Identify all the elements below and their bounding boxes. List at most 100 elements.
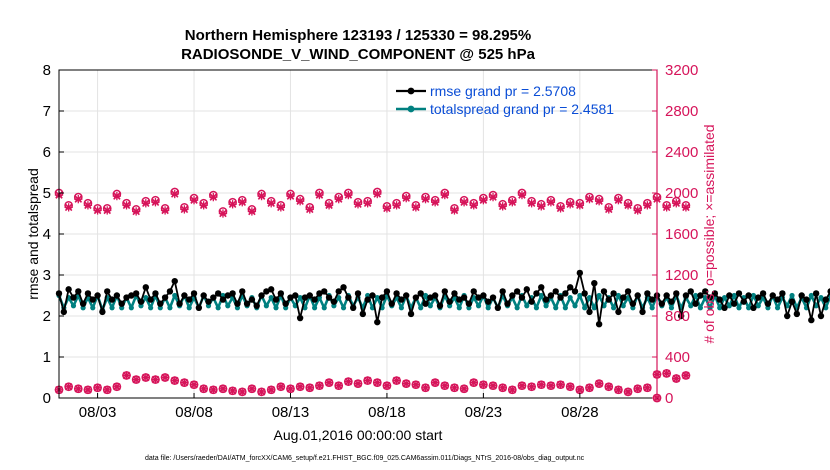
obs-assimilated-point: [141, 199, 150, 208]
series-point: [70, 294, 77, 301]
obs-assimilated-point: [74, 384, 83, 393]
x-tick-label: 08/08: [175, 404, 213, 421]
series-point: [161, 294, 169, 301]
series-point: [253, 302, 260, 309]
series-point: [465, 300, 473, 307]
series-point: [128, 292, 135, 299]
series-point: [335, 288, 342, 295]
series-point: [118, 300, 125, 307]
obs-assimilated-point: [286, 191, 295, 201]
series-point: [268, 294, 274, 301]
obs-assimilated-point: [517, 381, 527, 390]
obs-assimilated-point: [189, 380, 199, 389]
grid: [59, 70, 657, 398]
series-point: [219, 296, 227, 303]
series-point: [195, 304, 203, 311]
obs-assimilated-point: [392, 201, 401, 210]
series-point: [577, 292, 583, 299]
series-point: [648, 296, 656, 303]
obs-assimilated-point: [498, 383, 507, 392]
series-point: [282, 300, 289, 307]
obs-assimilated-point: [334, 381, 343, 390]
obs-assimilated-point: [382, 204, 392, 213]
obs-assimilated-point: [662, 203, 671, 212]
series-point: [706, 294, 714, 301]
obs-assimilated-point: [267, 385, 276, 394]
series-point: [543, 303, 549, 309]
y-left-tick-label: 1: [43, 349, 51, 366]
series-point: [538, 284, 545, 291]
obs-assimilated-point: [623, 387, 633, 397]
series-point: [591, 280, 598, 287]
series-point: [557, 294, 564, 301]
obs-assimilated-point: [643, 383, 652, 392]
obs-assimilated-point: [643, 201, 652, 210]
series-point: [325, 294, 333, 301]
series-point: [359, 310, 367, 318]
series-point: [764, 300, 772, 307]
obs-assimilated-point: [64, 382, 73, 391]
series-point: [374, 318, 381, 326]
obs-count-series: [54, 187, 691, 403]
series-point: [663, 292, 670, 299]
series-point: [697, 305, 704, 311]
obs-assimilated-point: [64, 203, 73, 212]
y-axis-left-label: rmse and totalspread: [25, 168, 41, 300]
series-point: [726, 292, 733, 299]
obs-assimilated-point: [180, 205, 189, 214]
series-point: [225, 303, 231, 309]
series-point: [789, 292, 795, 299]
obs-assimilated-point: [546, 198, 556, 207]
series-point: [730, 300, 738, 307]
series-point: [263, 303, 269, 309]
obs-assimilated-point: [122, 201, 131, 210]
series-point: [398, 305, 405, 311]
series-point: [566, 284, 574, 291]
series-point: [214, 290, 222, 297]
obs-assimilated-point: [218, 384, 228, 393]
x-tick-label: 08/03: [79, 404, 117, 421]
obs-assimilated-point: [151, 375, 160, 384]
y-right-tick-label: 1200: [665, 267, 698, 284]
series-point: [456, 305, 462, 311]
series-point: [109, 305, 115, 311]
series-point: [504, 300, 511, 307]
series-point: [668, 305, 675, 311]
series-point: [798, 292, 805, 299]
series-point: [571, 288, 579, 295]
obs-assimilated-point: [459, 384, 469, 393]
series-point: [624, 288, 632, 295]
series-point: [229, 290, 236, 297]
y-left-tick-label: 4: [43, 226, 51, 243]
series-point: [460, 294, 468, 301]
series-point: [740, 298, 748, 305]
obs-assimilated-point: [132, 375, 141, 384]
series-point: [533, 305, 540, 311]
series-point: [431, 292, 439, 299]
series-point: [726, 303, 732, 309]
obs-assimilated-point: [604, 382, 613, 391]
chart-title: Northern Hemisphere 123193 / 125330 = 98…: [181, 27, 536, 63]
title-line-2: RADIOSONDE_V_WIND_COMPONENT @ 525 hPa: [181, 46, 536, 63]
series-point: [586, 308, 593, 316]
series-point: [697, 292, 704, 299]
series-point: [89, 296, 96, 303]
obs-assimilated-point: [450, 383, 459, 392]
y-right-tick-label: 2800: [665, 103, 698, 120]
series-point: [171, 277, 178, 285]
x-tick-label: 08/23: [465, 404, 503, 421]
series-point: [489, 294, 497, 301]
obs-assimilated-point: [344, 190, 353, 200]
series-point: [470, 288, 477, 295]
obs-assimilated-point: [469, 378, 478, 387]
series-point: [605, 296, 612, 303]
series-point: [123, 294, 130, 301]
series-point: [70, 303, 77, 309]
series-point: [518, 294, 526, 301]
series-point: [634, 292, 641, 299]
obs-assimilated-point: [257, 191, 266, 201]
obs-assimilated-point: [431, 198, 440, 207]
series-point: [615, 292, 622, 299]
obs-assimilated-point: [238, 387, 247, 397]
series-point: [514, 305, 520, 311]
